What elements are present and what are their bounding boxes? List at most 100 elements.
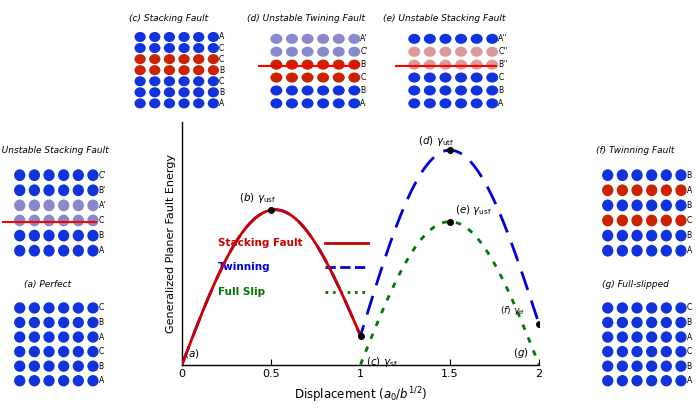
Text: A: A — [99, 246, 104, 255]
Text: A': A' — [99, 201, 106, 210]
Circle shape — [164, 54, 175, 64]
Circle shape — [470, 34, 482, 44]
Circle shape — [58, 169, 69, 181]
Text: A: A — [99, 376, 104, 385]
Circle shape — [424, 85, 436, 96]
Text: B: B — [498, 86, 503, 95]
Circle shape — [88, 169, 99, 181]
Circle shape — [617, 302, 628, 314]
Circle shape — [676, 317, 687, 328]
Circle shape — [617, 331, 628, 343]
Circle shape — [455, 73, 467, 82]
Circle shape — [270, 34, 282, 44]
Circle shape — [631, 199, 643, 211]
Circle shape — [29, 215, 40, 226]
Circle shape — [631, 331, 643, 343]
Circle shape — [286, 98, 298, 108]
Circle shape — [14, 215, 25, 226]
Circle shape — [602, 360, 613, 372]
Circle shape — [424, 34, 436, 44]
Circle shape — [88, 360, 99, 372]
Circle shape — [58, 317, 69, 328]
Circle shape — [270, 85, 282, 96]
Circle shape — [149, 43, 160, 53]
Circle shape — [486, 47, 498, 57]
Circle shape — [193, 43, 204, 53]
Circle shape — [676, 169, 687, 181]
Circle shape — [149, 76, 160, 86]
Circle shape — [332, 85, 344, 96]
Circle shape — [424, 98, 436, 108]
Circle shape — [43, 346, 55, 357]
Circle shape — [349, 98, 361, 108]
Text: Full Slip: Full Slip — [218, 287, 265, 297]
Circle shape — [661, 199, 672, 211]
Circle shape — [134, 32, 146, 42]
Circle shape — [134, 65, 146, 75]
Circle shape — [58, 185, 69, 196]
Circle shape — [29, 346, 40, 357]
Circle shape — [29, 169, 40, 181]
Circle shape — [661, 230, 672, 241]
Circle shape — [424, 73, 436, 82]
Circle shape — [149, 87, 160, 97]
Circle shape — [661, 169, 672, 181]
Text: A: A — [687, 332, 692, 342]
Circle shape — [178, 43, 190, 53]
Circle shape — [602, 169, 613, 181]
Circle shape — [178, 65, 190, 75]
Circle shape — [164, 87, 175, 97]
Circle shape — [676, 331, 687, 343]
Circle shape — [617, 185, 628, 196]
Text: $(\mathbf{\it d})\ \gamma_\mathsf{utf}$: $(\mathbf{\it d})\ \gamma_\mathsf{utf}$ — [418, 134, 454, 148]
Circle shape — [486, 34, 498, 44]
Circle shape — [88, 302, 99, 314]
X-axis label: Displacement ($a_0/b^{1/2}$): Displacement ($a_0/b^{1/2}$) — [294, 385, 427, 405]
Circle shape — [164, 65, 175, 75]
Circle shape — [317, 34, 329, 44]
Circle shape — [208, 65, 219, 75]
Circle shape — [134, 98, 146, 108]
Circle shape — [43, 331, 55, 343]
Circle shape — [193, 32, 204, 42]
Circle shape — [286, 60, 298, 70]
Circle shape — [178, 87, 190, 97]
Text: $(\mathbf{\it f})\ \gamma_\mathsf{tf}$: $(\mathbf{\it f})\ \gamma_\mathsf{tf}$ — [500, 304, 525, 317]
Circle shape — [617, 215, 628, 226]
Circle shape — [676, 360, 687, 372]
Circle shape — [270, 73, 282, 82]
Circle shape — [29, 230, 40, 241]
Circle shape — [302, 34, 314, 44]
Circle shape — [661, 215, 672, 226]
Text: C: C — [99, 347, 104, 356]
Circle shape — [88, 375, 99, 386]
Circle shape — [661, 331, 672, 343]
Circle shape — [149, 32, 160, 42]
Circle shape — [676, 185, 687, 196]
Circle shape — [73, 360, 84, 372]
Circle shape — [317, 73, 329, 82]
Circle shape — [676, 199, 687, 211]
Circle shape — [73, 346, 84, 357]
Circle shape — [617, 245, 628, 257]
Circle shape — [302, 73, 314, 82]
Circle shape — [661, 375, 672, 386]
Circle shape — [193, 98, 204, 108]
Circle shape — [73, 317, 84, 328]
Circle shape — [14, 375, 25, 386]
Circle shape — [408, 98, 420, 108]
Circle shape — [164, 76, 175, 86]
Circle shape — [164, 43, 175, 53]
Circle shape — [440, 34, 452, 44]
Text: C: C — [99, 216, 104, 225]
Circle shape — [646, 375, 657, 386]
Circle shape — [29, 199, 40, 211]
Text: C: C — [687, 347, 692, 356]
Circle shape — [58, 360, 69, 372]
Circle shape — [317, 98, 329, 108]
Circle shape — [302, 85, 314, 96]
Text: (d) Unstable Twining Fault: (d) Unstable Twining Fault — [247, 14, 365, 23]
Text: A: A — [687, 186, 692, 195]
Text: B: B — [687, 362, 692, 371]
Circle shape — [43, 245, 55, 257]
